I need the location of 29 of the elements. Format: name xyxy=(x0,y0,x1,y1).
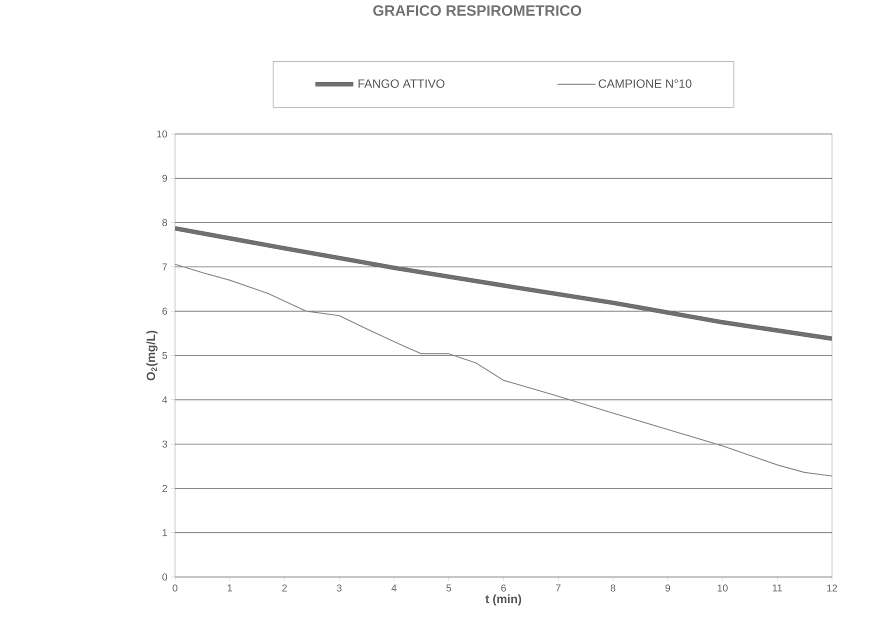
x-tick-label: 8 xyxy=(610,584,616,592)
x-tick-label: 11 xyxy=(772,584,782,592)
y-tick-label: 4 xyxy=(162,396,168,404)
x-tick-label: 0 xyxy=(172,584,178,592)
x-tick-label: 1 xyxy=(228,584,232,592)
x-tick-label: 4 xyxy=(391,584,396,592)
x-tick-label: 10 xyxy=(718,584,728,592)
legend-label: FANGO ATTIVO xyxy=(358,79,444,88)
y-tick-label: 10 xyxy=(157,130,168,138)
y-tick-label: 0 xyxy=(162,573,168,581)
x-tick-label: 9 xyxy=(665,584,670,592)
y-tick-label: 9 xyxy=(162,174,168,182)
x-tick-label: 12 xyxy=(827,584,838,592)
y-tick-label: 6 xyxy=(162,308,168,315)
x-tick-label: 6 xyxy=(501,584,506,592)
y-tick-label: 1 xyxy=(162,529,168,536)
x-tick-label: 5 xyxy=(446,584,452,592)
y-tick-label: 3 xyxy=(162,440,168,448)
y-tick-label: 8 xyxy=(162,219,168,226)
chart-title: GRAFICO RESPIROMETRICO xyxy=(373,5,582,16)
y-tick-label: 7 xyxy=(162,263,167,270)
y-tick-label: 2 xyxy=(162,484,167,492)
x-tick-label: 7 xyxy=(556,584,561,592)
x-axis-title: t (min) xyxy=(485,594,522,606)
legend-label: CAMPIONE N°10 xyxy=(598,79,692,88)
y-axis-title: O$_{2}$(mg/L) xyxy=(146,330,158,380)
y-tick-label: 5 xyxy=(162,352,168,359)
x-tick-label: 3 xyxy=(336,584,342,592)
x-tick-label: 2 xyxy=(282,584,287,592)
